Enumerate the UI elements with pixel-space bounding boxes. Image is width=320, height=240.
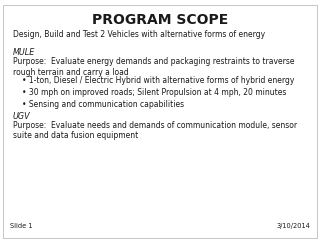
Text: Purpose:  Evaluate needs and demands of communication module, sensor
suite and d: Purpose: Evaluate needs and demands of c… xyxy=(13,121,297,140)
Text: • 1-ton, Diesel / Electric Hybrid with alternative forms of hybrid energy: • 1-ton, Diesel / Electric Hybrid with a… xyxy=(22,76,295,85)
FancyBboxPatch shape xyxy=(3,5,317,238)
Text: • 30 mph on improved roads; Silent Propulsion at 4 mph, 20 minutes: • 30 mph on improved roads; Silent Propu… xyxy=(22,88,287,96)
Text: • Sensing and communication capabilities: • Sensing and communication capabilities xyxy=(22,100,185,109)
Text: UGV: UGV xyxy=(13,112,30,120)
Text: Design, Build and Test 2 Vehicles with alternative forms of energy: Design, Build and Test 2 Vehicles with a… xyxy=(13,30,265,39)
Text: Purpose:  Evaluate energy demands and packaging restraints to traverse
rough ter: Purpose: Evaluate energy demands and pac… xyxy=(13,57,294,77)
Text: 3/10/2014: 3/10/2014 xyxy=(276,223,310,229)
Text: MULE: MULE xyxy=(13,48,35,57)
Text: PROGRAM SCOPE: PROGRAM SCOPE xyxy=(92,13,228,27)
Text: Slide 1: Slide 1 xyxy=(10,223,32,229)
